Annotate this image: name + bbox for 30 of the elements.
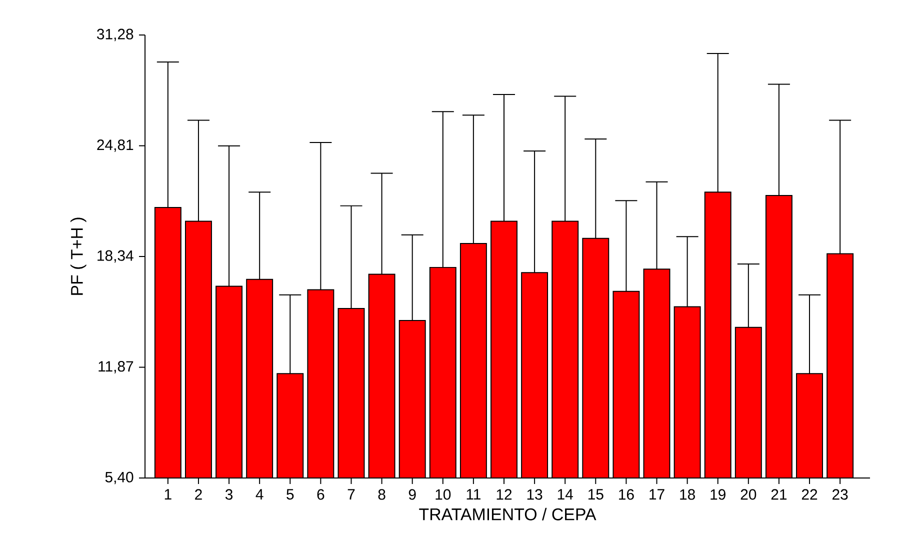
x-tick-label: 17 [650,489,664,500]
x-tick-label: 1 [164,489,172,500]
x-tick-label: 19 [710,489,726,500]
x-tick-label: 23 [832,489,848,500]
x-tick-label: 9 [408,489,416,500]
y-axis-title: PF ( T+H ) [70,218,86,295]
y-tick-label: 18,34 [98,250,134,263]
y-tick-label: 24,81 [97,140,134,152]
y-tick-label: 31,28 [96,28,134,42]
x-tick-label: 5 [286,489,294,500]
y-tick-label: 11,87 [98,361,134,374]
x-tick-label: 14 [558,489,573,500]
x-tick-label: 4 [256,489,264,500]
x-tick-label: 2 [195,489,202,500]
x-tick-label: 6 [317,489,324,500]
x-tick-label: 21 [771,489,787,500]
x-axis-title: TRATAMIENTO / CEPA [419,508,596,520]
x-tick-label: 10 [436,489,451,500]
x-tick-label: 15 [588,489,604,500]
x-tick-label: 12 [496,489,512,500]
x-tick-label: 20 [740,489,756,500]
x-tick-label: 18 [680,489,695,500]
x-tick-label: 22 [802,489,818,500]
x-tick-label: 7 [348,489,355,500]
x-tick-label: 11 [466,489,480,500]
x-tick-label: 3 [225,489,233,500]
y-tick-label: 5,40 [105,472,134,484]
x-tick-label: 16 [619,489,634,500]
x-tick-label: 13 [527,489,542,500]
x-tick-label: 8 [378,489,386,500]
